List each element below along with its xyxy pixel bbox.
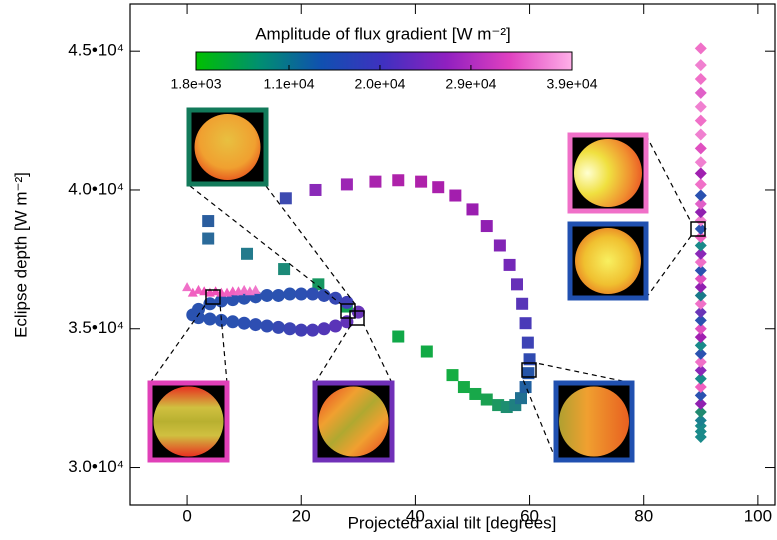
inset-map <box>315 383 392 460</box>
square-point <box>449 190 461 202</box>
square-point <box>241 248 253 260</box>
circle-point <box>352 306 365 319</box>
circle-point <box>283 322 296 335</box>
square-point <box>481 394 493 406</box>
triangle-point <box>182 282 192 291</box>
square-point <box>432 181 444 193</box>
diamond-point <box>695 167 707 179</box>
inset-map <box>570 135 646 211</box>
diamond-point <box>695 178 707 190</box>
page: {"chart_data": { "type": "scatter", "xla… <box>0 0 777 540</box>
square-point <box>515 392 527 404</box>
colorbar: Amplitude of flux gradient [W m⁻²] 1.8e+… <box>171 24 598 91</box>
colorbar-tick-label: 1.8e+03 <box>171 76 222 92</box>
circle-point <box>249 318 262 331</box>
square-point <box>202 233 214 245</box>
dashed-connector <box>364 325 392 383</box>
circle-point <box>238 317 251 330</box>
colorbar-tick-label: 2.0e+04 <box>354 76 405 92</box>
dashed-connector <box>190 186 341 304</box>
diamond-point <box>695 142 707 154</box>
x-tick-label: 100 <box>744 506 772 525</box>
inset-map <box>150 383 227 460</box>
square-point <box>369 176 381 188</box>
circle-point <box>260 289 273 302</box>
y-tick-label: 4.0•10⁴ <box>68 179 124 198</box>
circle-point <box>192 311 205 324</box>
x-tick-label: 20 <box>292 506 311 525</box>
dashed-connector <box>646 135 691 222</box>
square-point <box>522 337 534 349</box>
square-point <box>421 346 433 358</box>
dashed-connector <box>266 186 355 304</box>
insets <box>150 110 705 460</box>
square-point <box>392 331 404 343</box>
square-point <box>278 263 290 275</box>
inset-map <box>556 383 632 460</box>
circle-point <box>329 319 342 332</box>
square-point <box>447 369 459 381</box>
circle-point <box>272 321 285 334</box>
circle-point <box>340 296 353 309</box>
diamond-point <box>695 101 707 113</box>
dashed-connector <box>522 377 556 460</box>
circle-point <box>272 289 285 302</box>
square-point <box>341 178 353 190</box>
inset-map <box>189 110 266 184</box>
dashed-connector <box>536 363 632 383</box>
square-point <box>520 381 532 393</box>
square-point <box>469 388 481 400</box>
square-point <box>458 381 470 393</box>
diamond-point <box>695 42 707 54</box>
diamond-point <box>695 128 707 140</box>
inset-map <box>570 224 646 298</box>
square-point <box>415 176 427 188</box>
y-tick-label: 3.5•10⁴ <box>68 318 124 337</box>
dashed-connector <box>150 304 206 383</box>
circle-point <box>306 324 319 337</box>
diamond-point <box>695 73 707 85</box>
circle-point <box>318 322 331 335</box>
square-point <box>511 278 523 290</box>
dashed-connector <box>646 236 691 298</box>
diamond-point <box>695 115 707 127</box>
y-axis-title: Eclipse depth [W m⁻²] <box>11 172 30 338</box>
colorbar-title: Amplitude of flux gradient [W m⁻²] <box>255 24 511 43</box>
circle-point <box>226 315 239 328</box>
triangle-point <box>251 285 261 294</box>
square-point <box>494 239 506 251</box>
circle-point <box>306 288 319 301</box>
y-tick-label: 3.0•10⁴ <box>68 457 124 476</box>
circle-point <box>295 324 308 337</box>
colorbar-tick-label: 2.9e+04 <box>445 76 496 92</box>
square-point <box>516 298 528 310</box>
square-point <box>504 259 516 271</box>
square-point <box>280 192 292 204</box>
diamond-point <box>695 156 707 168</box>
colorbar-tick-label: 1.1e+04 <box>263 76 314 92</box>
circle-point <box>295 288 308 301</box>
square-point <box>520 317 532 329</box>
diamond-point <box>695 87 707 99</box>
x-tick-label: 80 <box>634 506 653 525</box>
x-tick-label: 0 <box>182 506 191 525</box>
colorbar-bar <box>196 52 572 70</box>
square-point <box>392 174 404 186</box>
chart: 0204060801003.0•10⁴3.5•10⁴4.0•10⁴4.5•10⁴… <box>0 0 777 540</box>
diamond-point <box>695 59 707 71</box>
circle-point <box>203 313 216 326</box>
x-axis-title: Projected axial tilt [degrees] <box>348 513 557 532</box>
diamond-point <box>695 190 707 202</box>
square-point <box>466 203 478 215</box>
square-point <box>481 220 493 232</box>
colorbar-tick-label: 3.9e+04 <box>547 76 598 92</box>
circle-point <box>260 319 273 332</box>
circle-point <box>283 288 296 301</box>
square-point <box>202 215 214 227</box>
square-point <box>310 184 322 196</box>
circle-point <box>318 289 331 302</box>
y-tick-label: 4.5•10⁴ <box>68 41 124 60</box>
